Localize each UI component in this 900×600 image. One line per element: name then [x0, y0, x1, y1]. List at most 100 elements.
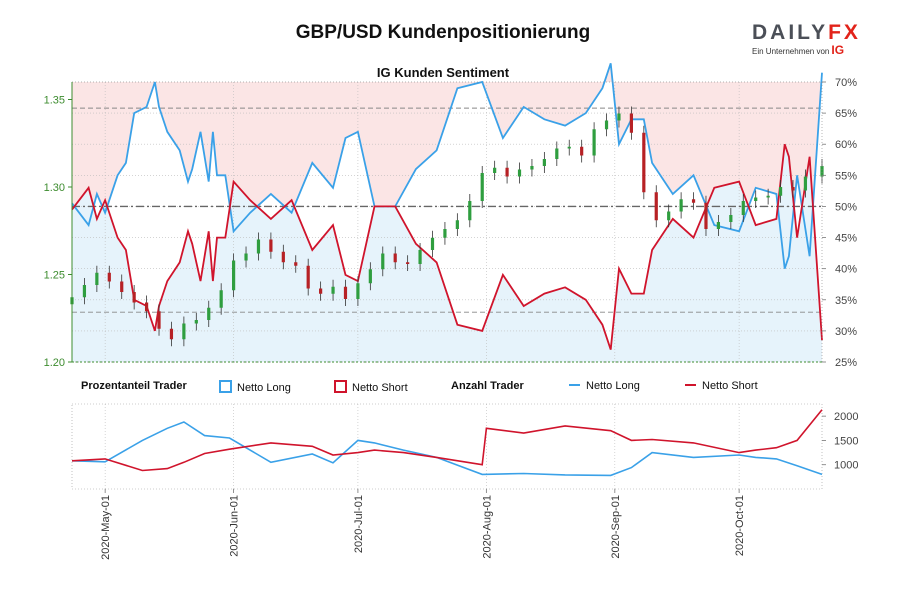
- x-axis: 2020-May-01 2020-Jun-01 2020-Jul-01 2020-Au…: [100, 489, 746, 560]
- candle-body: [393, 253, 397, 263]
- x-tick-label: 2020-Jul-01: [353, 495, 365, 553]
- x-tick-label: 2020-Jun-01: [229, 495, 241, 557]
- candle-body: [679, 199, 683, 212]
- legend-long-swatch: [219, 380, 232, 393]
- count-tick-label: 1500: [834, 435, 858, 447]
- candle-body: [754, 197, 758, 201]
- long-area: [72, 144, 822, 362]
- candle-body: [132, 292, 136, 303]
- legend-count-short: Netto Short: [685, 380, 758, 392]
- candle-body: [82, 285, 87, 298]
- percent-tick-label: 50%: [835, 201, 857, 213]
- candle-body: [542, 159, 546, 166]
- candle-body: [381, 253, 385, 270]
- legend: Prozentanteil Trader Netto Long Netto Sh…: [0, 380, 900, 396]
- legend-count-title: Anzahl Trader: [451, 380, 524, 392]
- candle-body: [468, 201, 472, 221]
- candle-body: [642, 132, 646, 193]
- candle-body: [406, 262, 410, 264]
- legend-pct-long: Netto Long: [219, 380, 291, 394]
- count-long-line: [71, 421, 823, 477]
- candle-body: [480, 173, 484, 201]
- candle-body: [219, 290, 223, 308]
- ig-logo: IG: [831, 43, 845, 57]
- percent-tick-label: 35%: [835, 295, 857, 307]
- bottom-panel: 1000 1500 2000: [71, 403, 858, 490]
- x-tick-label: 2020-May-01: [100, 495, 112, 560]
- candle-body: [820, 166, 824, 177]
- candle-body: [729, 215, 733, 222]
- price-tick-label: 1.20: [44, 357, 65, 369]
- percent-tick-label: 65%: [835, 108, 857, 120]
- candle-body: [430, 237, 435, 250]
- candle-body: [803, 176, 808, 191]
- candle-body: [232, 260, 236, 291]
- tagline-text: Ein Unternehmen von: [752, 47, 830, 56]
- candle-body: [741, 201, 745, 215]
- candle-body: [356, 283, 360, 299]
- candle-body: [617, 113, 621, 121]
- candle-body: [244, 253, 248, 261]
- candle-body: [555, 148, 559, 159]
- candle-body: [766, 195, 770, 198]
- candle-body: [505, 167, 509, 177]
- legend-pct-title: Prozentanteil Trader: [81, 380, 187, 392]
- x-tick-label: 2020-Sep-01: [610, 495, 622, 559]
- legend-short-swatch: [334, 380, 347, 393]
- legend-pct-short-label: Netto Short: [352, 382, 408, 394]
- candle-body: [667, 211, 671, 221]
- candle-body: [517, 169, 522, 177]
- candle-body: [319, 288, 323, 294]
- candle-body: [443, 229, 447, 238]
- candle-body: [580, 146, 584, 156]
- percent-tick-label: 55%: [835, 170, 857, 182]
- dailyfx-logo: DAILYFX Ein Unternehmen von IG: [752, 22, 872, 58]
- percent-tick-label: 60%: [835, 139, 857, 151]
- legend-count-long: Netto Long: [569, 380, 640, 392]
- candle-body: [144, 302, 149, 312]
- candle-body: [418, 250, 422, 264]
- percent-tick-label: 70%: [835, 77, 857, 89]
- x-tick-label: 2020-Oct-01: [734, 495, 746, 556]
- candle-body: [182, 323, 186, 340]
- percent-tick-label: 45%: [835, 233, 857, 245]
- candle-body: [455, 220, 459, 229]
- short-area: [72, 63, 822, 269]
- candle-body: [716, 222, 721, 229]
- legend-pct-short: Netto Short: [334, 380, 408, 394]
- candle-body: [269, 239, 273, 252]
- candle-body: [169, 328, 174, 340]
- percent-tick-label: 40%: [835, 264, 857, 276]
- candle-body: [654, 192, 658, 221]
- price-tick-label: 1.25: [44, 270, 65, 282]
- candle-body: [120, 281, 124, 292]
- dailyfx-tagline: Ein Unternehmen von IG: [752, 44, 872, 58]
- x-tick-label: 2020-Aug-01: [481, 495, 493, 559]
- candle-body: [306, 265, 310, 289]
- candle-body: [294, 262, 298, 266]
- percent-tick-label: 25%: [835, 357, 857, 369]
- count-tick-label: 2000: [834, 411, 858, 423]
- sentiment-chart-title: IG Kunden Sentiment: [376, 65, 510, 80]
- candle-body: [107, 272, 111, 282]
- top-panel: 1.20 1.25 1.30 1.35 25% 30% 35% 40% 45% 50% 55% 60%…: [44, 63, 857, 369]
- candle-body: [691, 199, 696, 203]
- candle-body: [331, 286, 335, 294]
- candle-body: [629, 113, 633, 133]
- price-tick-label: 1.30: [44, 182, 65, 194]
- candle-body: [194, 320, 198, 324]
- bottom-panel-frame: [71, 403, 823, 490]
- candle-body: [95, 272, 99, 285]
- candle-body: [704, 202, 708, 229]
- legend-count-long-label: Netto Long: [586, 380, 640, 392]
- candle-body: [281, 251, 285, 263]
- legend-pct-long-label: Netto Long: [237, 382, 291, 394]
- count-tick-label: 1000: [834, 460, 858, 472]
- percent-tick-label: 30%: [835, 326, 857, 338]
- legend-count-short-label: Netto Short: [702, 380, 758, 392]
- count-short-line: [71, 409, 823, 472]
- candle-body: [592, 129, 596, 156]
- candle-body: [604, 120, 609, 130]
- candle-body: [530, 166, 534, 170]
